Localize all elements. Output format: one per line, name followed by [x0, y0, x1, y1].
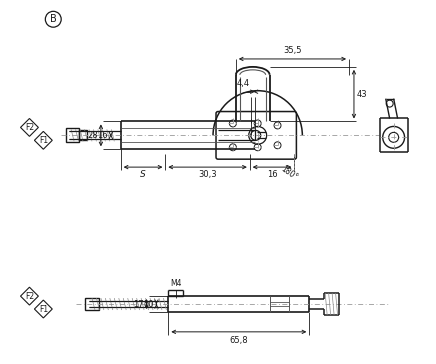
Text: 28: 28	[87, 131, 98, 140]
Text: M4: M4	[170, 279, 182, 288]
Text: F1: F1	[39, 305, 48, 313]
Bar	[79, 130, 87, 140]
Text: 30,3: 30,3	[198, 170, 217, 179]
Text: 4,4: 4,4	[236, 79, 249, 88]
Text: 43: 43	[357, 90, 368, 99]
Text: 17: 17	[133, 300, 143, 309]
Text: F2: F2	[25, 123, 34, 132]
Bar	[85, 298, 99, 310]
Text: 16: 16	[97, 131, 108, 140]
Text: S: S	[140, 170, 146, 179]
Text: 65,8: 65,8	[229, 336, 248, 345]
Bar	[66, 128, 79, 142]
Text: 16: 16	[267, 170, 277, 179]
Text: F2: F2	[25, 292, 34, 301]
Text: 180°: 180°	[279, 164, 300, 182]
Text: 10: 10	[143, 300, 153, 309]
Text: F1: F1	[39, 136, 48, 145]
Text: B: B	[50, 14, 57, 24]
Text: 35,5: 35,5	[283, 46, 302, 55]
